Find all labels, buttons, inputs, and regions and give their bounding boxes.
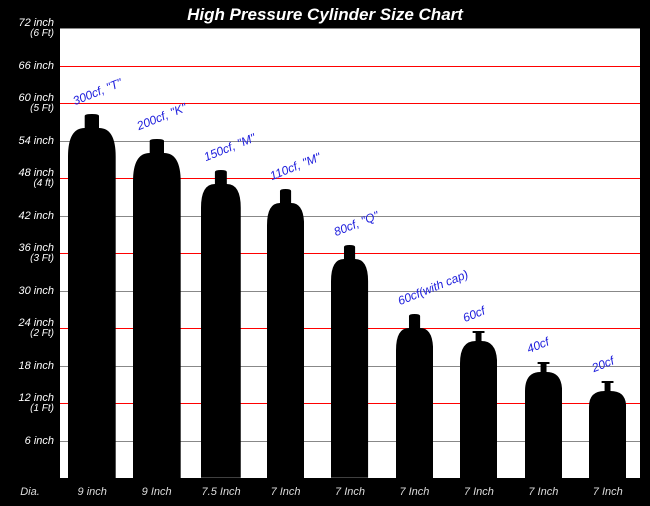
cylinder [133, 139, 181, 478]
y-tick-label: 66 inch [19, 60, 60, 72]
x-tick-label: 9 inch [78, 486, 107, 498]
y-tick-label: 42 inch [19, 210, 60, 222]
cylinder [396, 314, 433, 478]
x-axis: 9 inch 9 Inch 7.5 Inch 7 Inch 7 Inch 7 Inch 7 … [60, 478, 640, 506]
y-tick-label: 72 inch(6 Ft) [19, 17, 60, 39]
gridline [60, 66, 640, 67]
y-tick-label: 48 inch(4 ft) [19, 167, 60, 189]
cylinder-label: 200cf, "K" [135, 100, 189, 133]
cylinder [267, 189, 304, 478]
plot-area: 6 inch12 inch(1 Ft)18 inch24 inch(2 Ft)3… [60, 28, 640, 478]
cylinder [201, 170, 241, 478]
y-tick-label: 6 inch [25, 435, 60, 447]
chart-frame: High Pressure Cylinder Size Chart 6 inch… [0, 0, 650, 506]
gridline [60, 103, 640, 104]
y-tick-label: 36 inch(3 Ft) [19, 242, 60, 264]
x-tick-label: 7 Inch [271, 486, 301, 498]
diameter-axis-label: Dia. [0, 486, 60, 498]
cylinder [68, 114, 116, 478]
y-tick-label: 54 inch [19, 135, 60, 147]
cylinder-label: 60cf(with cap) [396, 267, 471, 308]
x-tick-label: 7 Inch [335, 486, 365, 498]
chart-title: High Pressure Cylinder Size Chart [0, 5, 650, 25]
y-tick-label: 60 inch(5 Ft) [19, 92, 60, 114]
y-tick-label: 12 inch(1 Ft) [19, 392, 60, 414]
cylinder [331, 245, 368, 478]
gridline [60, 28, 640, 29]
cylinder-label: 20cf [590, 353, 616, 374]
x-tick-label: 9 Inch [142, 486, 172, 498]
cylinder-label: 40cf [525, 334, 551, 355]
y-tick-label: 18 inch [19, 360, 60, 372]
x-tick-label: 7 Inch [528, 486, 558, 498]
y-tick-label: 24 inch(2 Ft) [19, 317, 60, 339]
cylinder [525, 362, 562, 478]
x-tick-label: 7 Inch [399, 486, 429, 498]
cylinder [460, 331, 497, 479]
cylinder-label: 150cf, "M" [202, 131, 258, 164]
y-tick-label: 30 inch [19, 285, 60, 297]
x-tick-label: 7.5 Inch [202, 486, 241, 498]
cylinder-label: 80cf, "Q" [332, 209, 381, 240]
x-tick-label: 7 Inch [593, 486, 623, 498]
cylinder [589, 381, 626, 479]
cylinder-label: 60cf [461, 303, 487, 324]
x-tick-label: 7 Inch [464, 486, 494, 498]
